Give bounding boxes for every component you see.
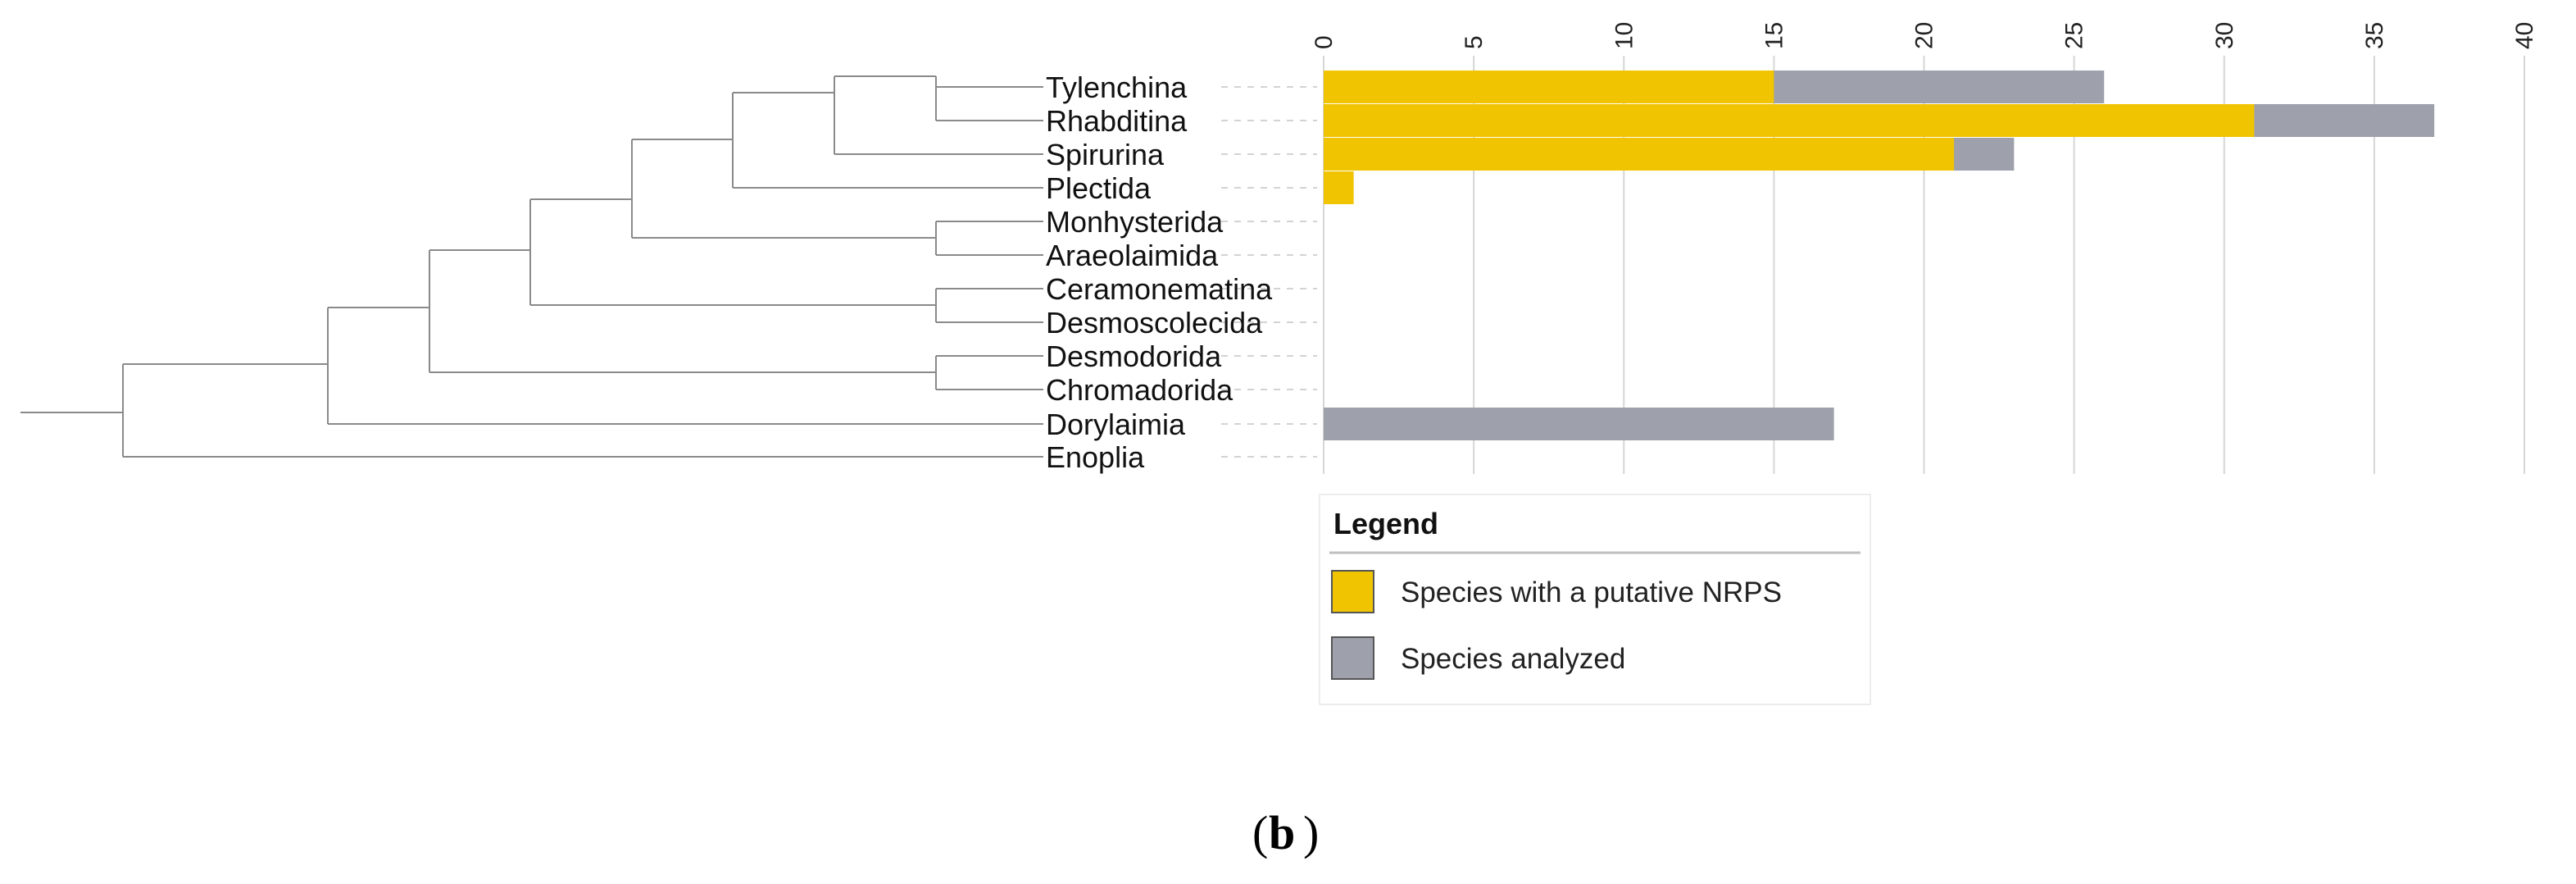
x-tick-label: 35 — [2361, 22, 2388, 49]
legend-swatch-nrps — [1331, 570, 1374, 613]
x-tick-label: 15 — [1760, 22, 1788, 49]
legend: Legend Species with a putative NRPS Spec… — [1319, 494, 1871, 705]
bar-species-analyzed — [1324, 408, 1834, 440]
bar-species-nrps — [1324, 104, 2255, 137]
x-tick-label: 10 — [1611, 22, 1638, 49]
legend-box — [1319, 494, 1871, 705]
taxon-label: Desmoscolecida — [1046, 306, 1263, 339]
taxon-label: Desmodorida — [1046, 339, 1222, 373]
taxon-labels: TylenchinaRhabditinaSpirurinaPlectidaMon… — [1046, 71, 1273, 474]
bar-series — [1324, 71, 2435, 440]
legend-swatch-analyzed — [1331, 636, 1374, 680]
x-tick-label: 40 — [2511, 22, 2538, 49]
taxon-label: Plectida — [1046, 171, 1152, 205]
taxon-label: Chromadorida — [1046, 373, 1233, 407]
bar-species-nrps — [1324, 138, 1955, 171]
taxon-label: Araeolaimida — [1046, 239, 1219, 272]
taxon-label: Enoplia — [1046, 440, 1145, 474]
x-axis-ticks: 0 5 10 15 20 25 30 35 40 — [1311, 22, 2538, 49]
phylogenetic-tree — [20, 75, 1043, 458]
bar-species-nrps — [1324, 171, 1354, 204]
taxon-label: Rhabditina — [1046, 104, 1188, 138]
x-tick-label: 0 — [1311, 35, 1338, 49]
taxon-label: Tylenchina — [1046, 71, 1188, 104]
x-tick-label: 5 — [1461, 35, 1488, 49]
taxon-label: Ceramonematina — [1046, 272, 1273, 306]
taxon-label: Spirurina — [1046, 138, 1165, 171]
panel-label: ( b ) — [1252, 806, 1319, 859]
legend-title: Legend — [1333, 507, 1438, 540]
taxon-label: Dorylaimia — [1046, 408, 1186, 441]
taxon-label: Monhysterida — [1046, 205, 1224, 239]
legend-label-analyzed: Species analyzed — [1401, 643, 1625, 675]
panel-open-paren: ( — [1252, 806, 1268, 859]
legend-label-nrps: Species with a putative NRPS — [1401, 576, 1782, 608]
panel-close-paren: ) — [1303, 806, 1319, 859]
x-tick-label: 25 — [2061, 22, 2088, 49]
bar-species-nrps — [1324, 71, 1774, 103]
label-leader-lines — [1221, 86, 1317, 458]
x-tick-label: 30 — [2211, 22, 2238, 49]
panel-letter: b — [1269, 806, 1295, 859]
x-tick-label: 20 — [1911, 22, 1938, 49]
